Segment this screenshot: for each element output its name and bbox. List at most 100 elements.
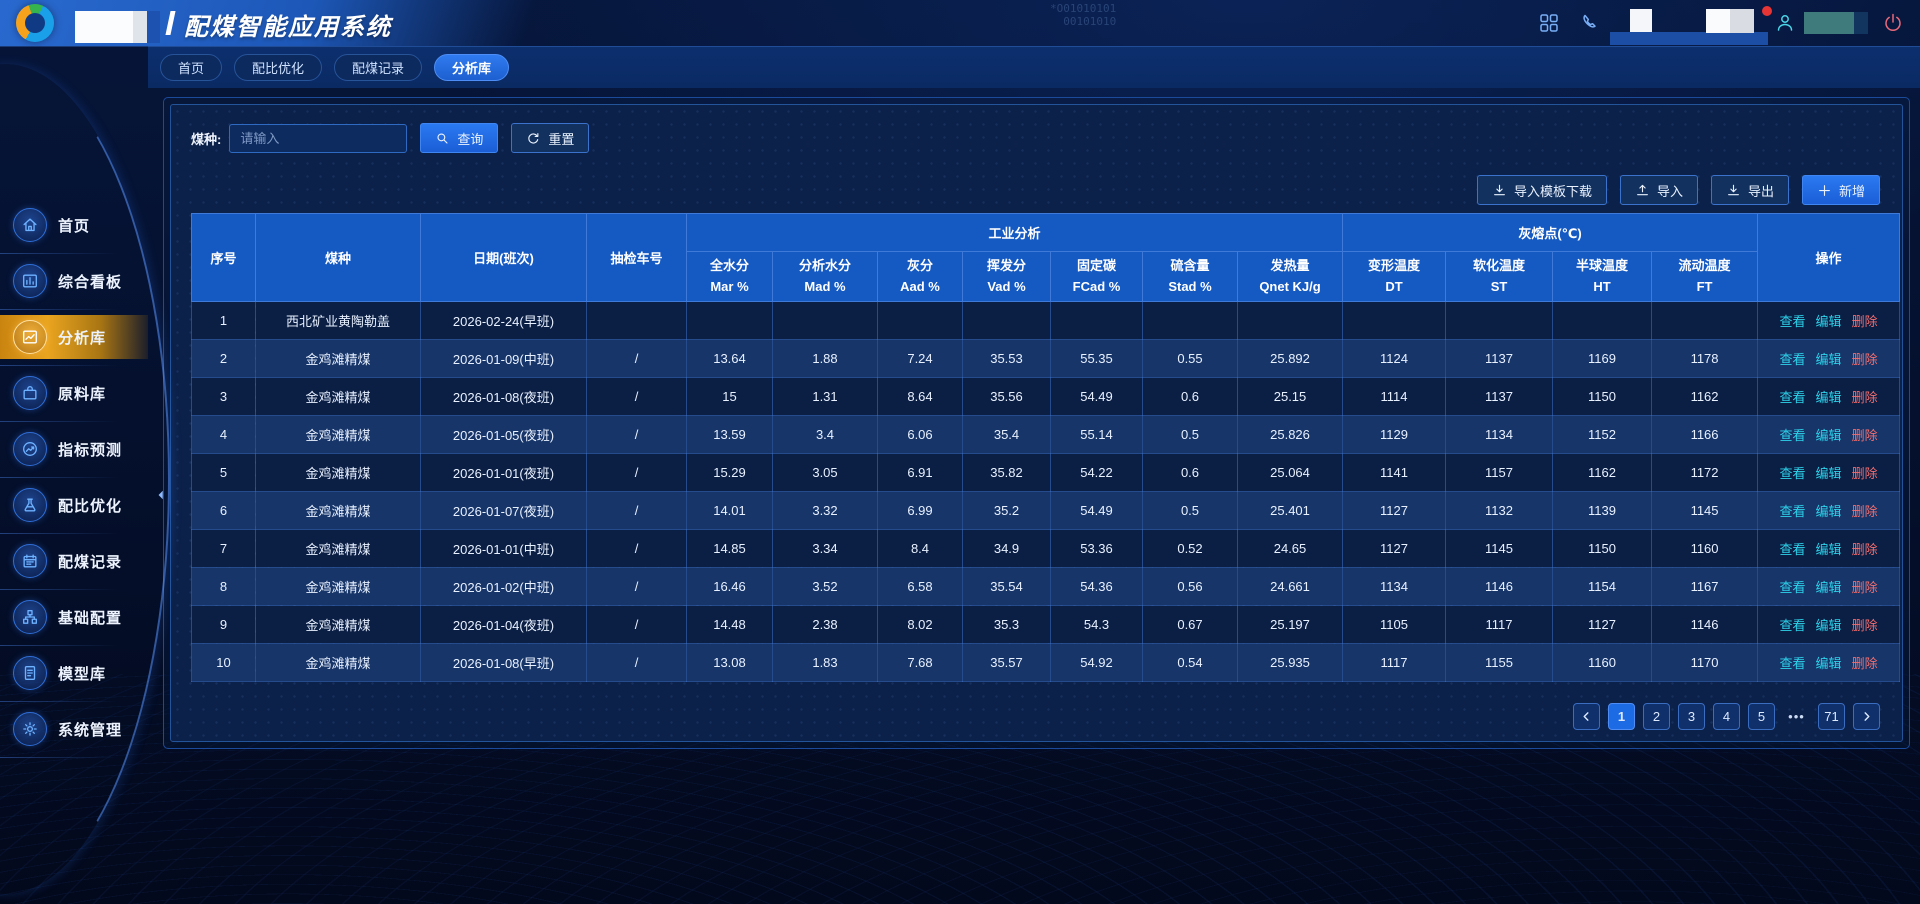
sidebar-item[interactable]: 综合看板	[0, 259, 148, 310]
nav-tab[interactable]: 分析库	[434, 53, 510, 81]
redacted-block	[147, 11, 160, 43]
view-link[interactable]: 查看	[1779, 542, 1806, 557]
pagination-page-button[interactable]: 3	[1678, 703, 1705, 730]
edit-link[interactable]: 编辑	[1815, 656, 1842, 671]
toolbar-button[interactable]: 导出	[1710, 175, 1789, 205]
query-button[interactable]: 查询	[420, 123, 499, 153]
table-cell: 3.4	[772, 415, 878, 454]
sidebar-item-label: 模型库	[58, 665, 107, 683]
delete-link[interactable]: 删除	[1851, 580, 1878, 595]
table-cell: 14.01	[686, 491, 773, 530]
table-cell: 0.55	[1142, 339, 1238, 378]
table-cell: 1.31	[772, 377, 878, 416]
edit-link[interactable]: 编辑	[1815, 504, 1842, 519]
table-cell: 1172	[1651, 453, 1759, 492]
sidebar-collapse-button[interactable]	[153, 478, 169, 512]
edit-link[interactable]: 编辑	[1815, 314, 1842, 329]
view-link[interactable]: 查看	[1779, 314, 1806, 329]
user-icon[interactable]	[1774, 12, 1796, 34]
table-cell: 6.06	[877, 415, 963, 454]
nav-tab[interactable]: 配煤记录	[334, 53, 423, 81]
pagination-prev-button[interactable]	[1573, 703, 1600, 730]
table-cell: 金鸡滩精煤	[255, 643, 421, 682]
delete-link[interactable]: 删除	[1851, 542, 1878, 557]
table-cell: 1160	[1651, 529, 1759, 568]
column-header: 挥发分 Vad %	[962, 251, 1051, 302]
table-cell: 西北矿业黄陶勒盖	[255, 301, 421, 340]
view-link[interactable]: 查看	[1779, 618, 1806, 633]
table-cell	[1651, 301, 1759, 340]
sidebar-item[interactable]: 分析库	[0, 315, 148, 366]
plus-icon	[1817, 183, 1832, 198]
table-cell: 16.46	[686, 567, 773, 606]
view-link[interactable]: 查看	[1779, 466, 1806, 481]
delete-link[interactable]: 删除	[1851, 352, 1878, 367]
coal-type-input[interactable]	[229, 123, 408, 153]
redacted-block	[1630, 9, 1652, 33]
table-cell: 14.48	[686, 605, 773, 644]
view-link[interactable]: 查看	[1779, 656, 1806, 671]
reset-button[interactable]: 重置	[511, 123, 590, 153]
edit-link[interactable]: 编辑	[1815, 390, 1842, 405]
pagination-page-button[interactable]: 5	[1748, 703, 1775, 730]
pagination-page-button[interactable]: 4	[1713, 703, 1740, 730]
nav-tab[interactable]: 配比优化	[234, 53, 323, 81]
sidebar-item[interactable]: 配比优化	[0, 483, 148, 534]
sidebar-item[interactable]: 原料库	[0, 371, 148, 422]
table-cell	[1236, 301, 1344, 340]
column-header: 变形温度 DT	[1342, 251, 1447, 302]
edit-link[interactable]: 编辑	[1815, 428, 1842, 443]
sidebar-item[interactable]: 系统管理	[0, 707, 148, 758]
phone-icon[interactable]	[1580, 12, 1602, 34]
apps-grid-icon[interactable]	[1538, 12, 1560, 34]
row-actions-cell: 查看 编辑 删除	[1757, 567, 1901, 606]
delete-link[interactable]: 删除	[1851, 618, 1878, 633]
table-cell: 1114	[1342, 377, 1447, 416]
view-link[interactable]: 查看	[1779, 428, 1806, 443]
view-link[interactable]: 查看	[1779, 504, 1806, 519]
sidebar-item[interactable]: 基础配置	[0, 595, 148, 646]
delete-link[interactable]: 删除	[1851, 314, 1878, 329]
table-cell: 10	[191, 643, 256, 682]
table-cell: 1169	[1552, 339, 1653, 378]
actions-column-header: 操作	[1757, 213, 1901, 302]
pagination-next-button[interactable]	[1853, 703, 1880, 730]
toolbar-button-label: 新增	[1838, 183, 1865, 199]
delete-link[interactable]: 删除	[1851, 428, 1878, 443]
edit-link[interactable]: 编辑	[1815, 542, 1842, 557]
view-link[interactable]: 查看	[1779, 580, 1806, 595]
toolbar-button[interactable]: 导入模板下载	[1476, 175, 1607, 205]
delete-link[interactable]: 删除	[1851, 390, 1878, 405]
table-row: 4 金鸡滩精煤 2026-01-05(夜班)/13.59 3.4 6.06 35.4 55.…	[191, 415, 1901, 454]
table-body: 1 西北矿业黄陶勒盖 2026-02-24(早班) 查看 编辑 删除 2 金鸡滩精煤 2026-…	[191, 301, 1901, 682]
pagination-page-button[interactable]: 2	[1643, 703, 1670, 730]
pagination-page-button[interactable]: 71	[1818, 703, 1845, 730]
table-cell: 14.85	[686, 529, 773, 568]
delete-link[interactable]: 删除	[1851, 656, 1878, 671]
sidebar-item[interactable]: 模型库	[0, 651, 148, 702]
delete-link[interactable]: 删除	[1851, 504, 1878, 519]
edit-link[interactable]: 编辑	[1815, 466, 1842, 481]
table-cell: 8.64	[877, 377, 963, 416]
sidebar-item[interactable]: 指标预测	[0, 427, 148, 478]
table-cell: 7.68	[877, 643, 963, 682]
toolbar-button[interactable]: 导入	[1619, 175, 1698, 205]
analysis-table: 序号 煤种 日期(班次) 抽检车号 工业分析 灰熔点(℃) 操作 全水分 Mar % 分析水分 Ma…	[191, 213, 1901, 682]
view-link[interactable]: 查看	[1779, 352, 1806, 367]
add-button[interactable]: 新增	[1801, 175, 1880, 205]
table-cell: 1127	[1342, 529, 1447, 568]
edit-link[interactable]: 编辑	[1815, 618, 1842, 633]
table-cell: 35.53	[962, 339, 1051, 378]
view-link[interactable]: 查看	[1779, 390, 1806, 405]
toolbar-button-label: 导入模板下载	[1513, 183, 1592, 199]
edit-link[interactable]: 编辑	[1815, 580, 1842, 595]
sidebar-item[interactable]: 首页	[0, 203, 148, 254]
power-icon[interactable]	[1882, 12, 1904, 34]
delete-link[interactable]: 删除	[1851, 466, 1878, 481]
table-cell	[1342, 301, 1447, 340]
nav-tab[interactable]: 首页	[160, 53, 223, 81]
sidebar-item[interactable]: 配煤记录	[0, 539, 148, 590]
table-cell: 1	[191, 301, 256, 340]
edit-link[interactable]: 编辑	[1815, 352, 1842, 367]
pagination-page-button[interactable]: 1	[1608, 703, 1635, 730]
